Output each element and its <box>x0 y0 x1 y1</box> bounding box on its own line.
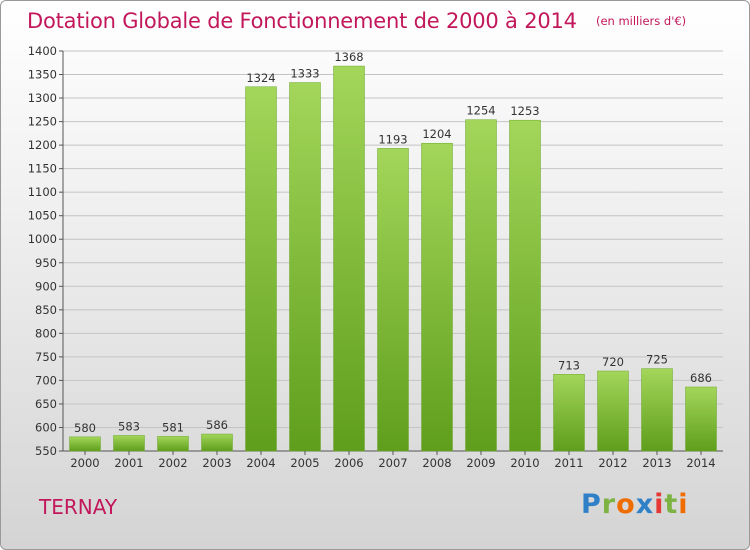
logo-letter: i <box>654 489 665 520</box>
logo-letter: i <box>678 489 689 520</box>
x-tick-label: 2013 <box>642 456 671 470</box>
bar <box>377 148 409 452</box>
y-tick-label: 800 <box>35 326 57 340</box>
bar <box>597 370 629 452</box>
bar <box>333 65 365 452</box>
bar-value-label: 586 <box>206 418 228 432</box>
x-tick-label: 2011 <box>554 456 583 470</box>
x-tick-label: 2002 <box>158 456 187 470</box>
bar <box>69 436 101 452</box>
bar <box>201 433 233 452</box>
x-tick-label: 2009 <box>466 456 495 470</box>
x-tick-label: 2008 <box>422 456 451 470</box>
logo-letter: x <box>635 489 655 520</box>
logo-letter: o <box>616 489 636 520</box>
x-tick-label: 2006 <box>334 456 363 470</box>
x-tick-label: 2005 <box>290 456 319 470</box>
y-tick-label: 600 <box>35 420 57 434</box>
y-tick-label: 850 <box>35 303 57 317</box>
logo-letter: r <box>601 489 617 520</box>
y-tick-label: 1000 <box>28 232 57 246</box>
y-tick-label: 900 <box>35 279 57 293</box>
bar <box>113 435 145 452</box>
logo-letter: t <box>664 489 679 520</box>
unit-note: (en milliers d'€) <box>595 14 687 28</box>
bar-value-label: 720 <box>602 355 624 369</box>
bar <box>157 436 189 452</box>
bar-value-label: 1253 <box>510 104 539 118</box>
bar-value-label: 583 <box>118 419 140 433</box>
bar <box>289 82 321 452</box>
logo-letter: P <box>581 489 602 520</box>
bar <box>509 119 541 452</box>
bar-value-label: 713 <box>558 358 580 372</box>
y-tick-label: 750 <box>35 350 57 364</box>
commune-name: TERNAY <box>39 495 118 519</box>
bar-value-label: 686 <box>690 371 712 385</box>
x-tick-label: 2012 <box>598 456 627 470</box>
x-tick-label: 2014 <box>686 456 715 470</box>
y-tick-label: 1300 <box>28 91 57 105</box>
y-tick-label: 650 <box>35 397 57 411</box>
x-tick-label: 2000 <box>70 456 99 470</box>
y-tick-label: 1400 <box>28 44 57 58</box>
bar-value-label: 1333 <box>290 67 319 81</box>
bar-value-label: 1204 <box>422 127 451 141</box>
y-tick-label: 700 <box>35 373 57 387</box>
bar-value-label: 1254 <box>466 104 495 118</box>
y-tick-label: 1100 <box>28 185 57 199</box>
bar-value-label: 1193 <box>378 132 407 146</box>
x-tick-label: 2004 <box>246 456 275 470</box>
y-tick-label: 1350 <box>28 68 57 82</box>
x-tick-label: 2010 <box>510 456 539 470</box>
bar <box>465 119 497 452</box>
y-tick-label: 1200 <box>28 138 57 152</box>
proxiti-logo: Proxiti <box>581 489 689 520</box>
x-tick-label: 2001 <box>114 456 143 470</box>
bar <box>641 368 673 452</box>
bar <box>245 86 277 452</box>
bar-value-label: 725 <box>646 353 668 367</box>
bar <box>553 374 585 452</box>
y-tick-label: 950 <box>35 256 57 270</box>
x-tick-label: 2003 <box>202 456 231 470</box>
bar-value-label: 580 <box>74 421 96 435</box>
y-tick-label: 1250 <box>28 115 57 129</box>
bar-value-label: 1324 <box>246 71 275 85</box>
title-row: Dotation Globale de Fonctionnement de 20… <box>27 9 686 33</box>
bar-value-label: 1368 <box>334 50 363 64</box>
chart-title: Dotation Globale de Fonctionnement de 20… <box>27 9 577 33</box>
bar <box>685 386 717 452</box>
y-tick-label: 1050 <box>28 209 57 223</box>
bar-value-label: 581 <box>162 420 184 434</box>
bar <box>421 142 453 452</box>
y-tick-label: 1150 <box>28 162 57 176</box>
x-tick-label: 2007 <box>378 456 407 470</box>
y-tick-label: 550 <box>35 444 57 458</box>
